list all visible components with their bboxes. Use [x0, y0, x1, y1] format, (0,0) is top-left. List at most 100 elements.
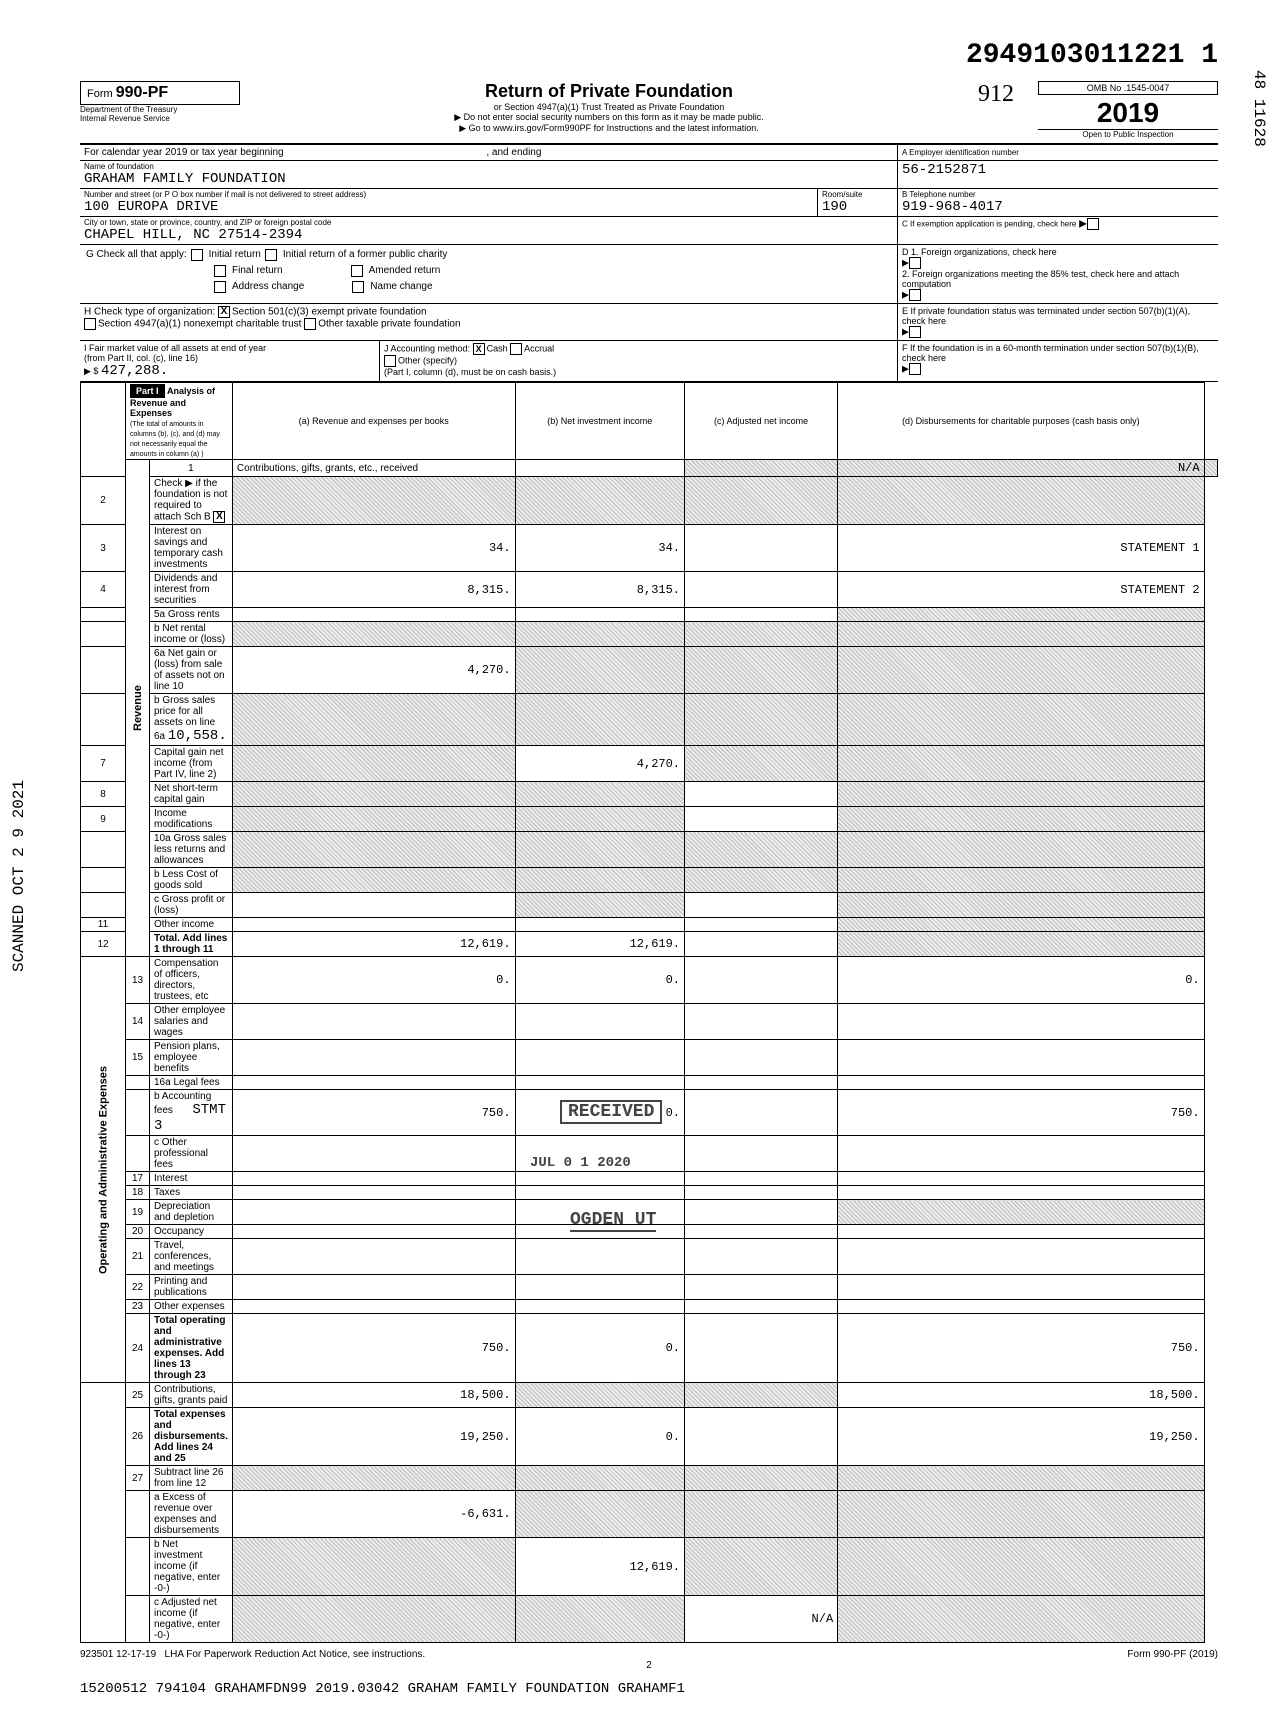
line-24-b: 0. [515, 1314, 684, 1383]
e-checkbox[interactable] [909, 326, 921, 338]
phone-value: 919-968-4017 [902, 199, 1214, 215]
line-27-desc: Subtract line 26 from line 12 [150, 1466, 233, 1491]
received-date-stamp: JUL 0 1 2020 [530, 1155, 631, 1171]
d1-checkbox[interactable] [909, 257, 921, 269]
part1-header: Part I [130, 384, 165, 398]
table-row: 16a Legal fees [81, 1076, 1218, 1090]
j-other-label: Other (specify) [398, 355, 457, 365]
ein-cell: A Employer identification number [898, 145, 1218, 160]
line-24-a: 750. [232, 1314, 515, 1383]
table-row: c Other professional fees [81, 1136, 1218, 1172]
line-24-desc: Total operating and administrative expen… [154, 1315, 225, 1381]
table-row: 4Dividends and interest from securities … [81, 572, 1218, 608]
table-row: c Gross profit or (loss) [81, 893, 1218, 918]
line-3-d: STATEMENT 1 [838, 525, 1204, 572]
line-20-desc: Occupancy [150, 1225, 233, 1239]
name-change-checkbox[interactable] [352, 281, 364, 293]
f-checkbox[interactable] [909, 363, 921, 375]
page-number: 2 [80, 1660, 1218, 1671]
j-accrual-label: Accrual [524, 343, 554, 353]
table-row: 11Other income [81, 918, 1218, 932]
omb-number: OMB No .1545-0047 [1038, 81, 1218, 95]
initial-return-label: Initial return [209, 249, 261, 261]
initial-former-label: Initial return of a former public charit… [283, 249, 448, 261]
line-12-b: 12,619. [515, 932, 684, 957]
line-7-b: 4,270. [515, 746, 684, 782]
line-11-desc: Other income [150, 918, 233, 932]
city-value: CHAPEL HILL, NC 27514-2394 [84, 227, 893, 243]
line-4-desc: Dividends and interest from securities [150, 572, 233, 608]
line-24-d: 750. [838, 1314, 1204, 1383]
line-8-desc: Net short-term capital gain [150, 782, 233, 807]
scanned-stamp: SCANNED OCT 2 9 2021 [10, 780, 28, 972]
line-12-a: 12,619. [232, 932, 515, 957]
col-a-header: (a) Revenue and expenses per books [232, 383, 515, 460]
room-label: Room/suite [822, 190, 893, 199]
j-other-checkbox[interactable] [384, 355, 396, 367]
h-opt3-label: Other taxable private foundation [318, 319, 460, 330]
line-27a-a: -6,631. [232, 1491, 515, 1538]
h-other-checkbox[interactable] [304, 318, 316, 330]
table-row: 25Contributions, gifts, grants paid18,50… [81, 1383, 1218, 1408]
table-row: 15Pension plans, employee benefits [81, 1040, 1218, 1076]
line-22-desc: Printing and publications [150, 1275, 233, 1300]
footer-code: 923501 12-17-19 [80, 1649, 156, 1660]
line-5a-desc: 5a Gross rents [150, 608, 233, 622]
table-row: 18Taxes [81, 1186, 1218, 1200]
j-cash-checkbox[interactable]: X [473, 343, 485, 355]
table-row: 2Check ▶ if the foundation is not requir… [81, 477, 1218, 525]
ein-value: 56-2152871 [902, 162, 1214, 178]
c-label: C If exemption application is pending, c… [902, 220, 1076, 229]
table-row: 9Income modifications [81, 807, 1218, 832]
address-change-label: Address change [232, 281, 304, 293]
line-12-desc: Total. Add lines 1 through 11 [154, 933, 227, 955]
line-27b-b: 12,619. [515, 1538, 684, 1596]
line-2-checkbox[interactable]: X [213, 511, 225, 523]
form-subtitle3: ▶ Go to www.irs.gov/Form990PF for Instru… [240, 123, 978, 134]
e-label: E If private foundation status was termi… [902, 306, 1214, 326]
table-row: 7Capital gain net income (from Part IV, … [81, 746, 1218, 782]
i-label: I Fair market value of all assets at end… [84, 343, 375, 353]
h-501c3-checkbox[interactable]: X [218, 306, 230, 318]
table-row: 27Subtract line 26 from line 12 [81, 1466, 1218, 1491]
table-row: 8Net short-term capital gain [81, 782, 1218, 807]
cal-year-end: , and ending [486, 147, 541, 158]
j-cash-label: Cash [487, 343, 508, 353]
line-26-desc: Total expenses and disbursements. Add li… [154, 1409, 228, 1464]
initial-return-checkbox[interactable] [191, 249, 203, 261]
table-row: 24Total operating and administrative exp… [81, 1314, 1218, 1383]
foundation-name: GRAHAM FAMILY FOUNDATION [84, 171, 893, 187]
h-4947-checkbox[interactable] [84, 318, 96, 330]
amended-label: Amended return [369, 265, 441, 277]
h-opt2-label: Section 4947(a)(1) nonexempt charitable … [98, 319, 301, 330]
i-sub: (from Part II, col. (c), line 16) [84, 353, 375, 363]
amended-checkbox[interactable] [351, 265, 363, 277]
initial-former-checkbox[interactable] [265, 249, 277, 261]
j-accrual-checkbox[interactable] [510, 343, 522, 355]
table-row: Revenue 1Contributions, gifts, grants, e… [81, 460, 1218, 477]
line-4-b: 8,315. [515, 572, 684, 608]
address-change-checkbox[interactable] [214, 281, 226, 293]
line-6a-a: 4,270. [232, 647, 515, 694]
line-10a-desc: 10a Gross sales less returns and allowan… [150, 832, 233, 868]
line-9-desc: Income modifications [150, 807, 233, 832]
table-row: b Net investment income (if negative, en… [81, 1538, 1218, 1596]
line-18-desc: Taxes [150, 1186, 233, 1200]
line-1-desc: Contributions, gifts, grants, etc., rece… [232, 460, 515, 477]
street-label: Number and street (or P O box number if … [84, 190, 813, 199]
received-stamp: RECEIVED [560, 1100, 662, 1124]
line-25-desc: Contributions, gifts, grants paid [150, 1383, 233, 1408]
line-13-desc: Compensation of officers, directors, tru… [150, 957, 233, 1004]
final-return-checkbox[interactable] [214, 265, 226, 277]
c-checkbox[interactable] [1087, 218, 1099, 230]
i-arrow: ▶ $ [84, 366, 98, 376]
d2-checkbox[interactable] [909, 289, 921, 301]
form-header: Form 990-PF Department of the Treasury I… [80, 81, 1218, 145]
g-label: G Check all that apply: [86, 249, 187, 261]
table-row: 14Other employee salaries and wages [81, 1004, 1218, 1040]
cal-year-begin: For calendar year 2019 or tax year begin… [84, 147, 284, 158]
line-16c-desc: c Other professional fees [150, 1136, 233, 1172]
table-row: 12Total. Add lines 1 through 1112,619.12… [81, 932, 1218, 957]
line-27c-desc: c Adjusted net income (if negative, ente… [150, 1596, 233, 1643]
form-label: Form [87, 88, 113, 100]
